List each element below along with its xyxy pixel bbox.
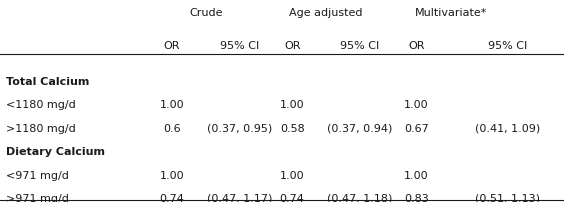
Text: 0.6: 0.6 (163, 123, 181, 133)
Text: Dietary Calcium: Dietary Calcium (6, 146, 105, 156)
Text: (0.37, 0.95): (0.37, 0.95) (207, 123, 272, 133)
Text: 0.74: 0.74 (160, 193, 184, 202)
Text: 95% CI: 95% CI (220, 40, 259, 50)
Text: <1180 mg/d: <1180 mg/d (6, 100, 76, 110)
Text: 1.00: 1.00 (280, 170, 305, 180)
Text: 95% CI: 95% CI (340, 40, 380, 50)
Text: (0.41, 1.09): (0.41, 1.09) (475, 123, 540, 133)
Text: OR: OR (164, 40, 180, 50)
Text: 0.83: 0.83 (404, 193, 429, 202)
Text: >971 mg/d: >971 mg/d (6, 193, 68, 202)
Text: Age adjusted: Age adjusted (289, 8, 363, 18)
Text: <971 mg/d: <971 mg/d (6, 170, 68, 180)
Text: (0.51, 1.13): (0.51, 1.13) (475, 193, 540, 202)
Text: Total Calcium: Total Calcium (6, 77, 89, 87)
Text: OR: OR (284, 40, 301, 50)
Text: Multivariate*: Multivariate* (415, 8, 487, 18)
Text: 1.00: 1.00 (404, 100, 429, 110)
Text: 95% CI: 95% CI (488, 40, 527, 50)
Text: 0.74: 0.74 (280, 193, 305, 202)
Text: 0.67: 0.67 (404, 123, 429, 133)
Text: 1.00: 1.00 (160, 170, 184, 180)
Text: (0.37, 0.94): (0.37, 0.94) (327, 123, 393, 133)
Text: >1180 mg/d: >1180 mg/d (6, 123, 76, 133)
Text: 1.00: 1.00 (280, 100, 305, 110)
Text: 1.00: 1.00 (404, 170, 429, 180)
Text: OR: OR (408, 40, 425, 50)
Text: Crude: Crude (189, 8, 223, 18)
Text: 1.00: 1.00 (160, 100, 184, 110)
Text: (0.47, 1.18): (0.47, 1.18) (327, 193, 393, 202)
Text: 0.58: 0.58 (280, 123, 305, 133)
Text: (0.47, 1.17): (0.47, 1.17) (207, 193, 272, 202)
